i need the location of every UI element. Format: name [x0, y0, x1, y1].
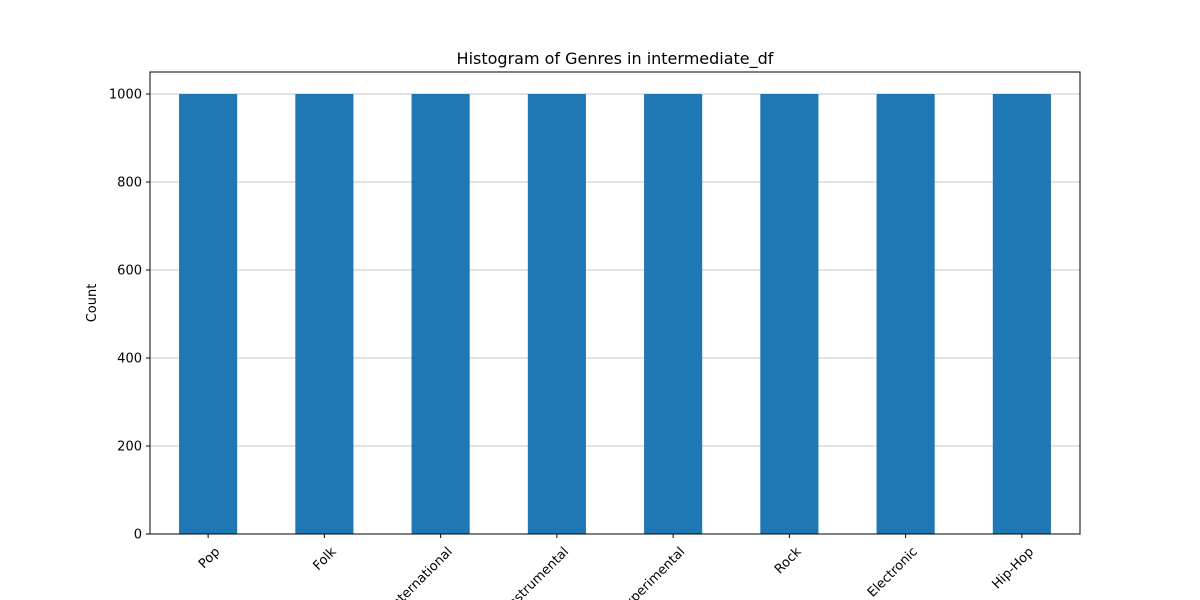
x-tick-label: Electronic	[865, 545, 921, 600]
x-tick-label: Pop	[196, 545, 223, 572]
grid-lines	[150, 93, 1080, 447]
y-axis-label: Count	[85, 284, 100, 323]
y-tick-label: 400	[117, 352, 142, 367]
x-tick-label: Experimental	[616, 545, 688, 600]
bar-rock	[760, 94, 819, 534]
x-ticks: Pop Folk International Instrumental Experime…	[196, 534, 1037, 600]
bar-hip-hop	[992, 94, 1051, 534]
y-tick-label: 800	[117, 176, 142, 191]
bar-electronic	[876, 94, 935, 534]
y-tick-label: 0	[134, 528, 142, 543]
x-tick-label: Folk	[310, 544, 339, 573]
bar-instrumental	[527, 94, 586, 534]
bar-experimental	[644, 94, 703, 534]
y-ticks: 0 200 400 600 800 1000	[109, 88, 150, 543]
plot-frame	[149, 71, 1081, 535]
bar-international	[411, 94, 470, 534]
y-tick-label: 1000	[109, 88, 142, 103]
y-tick-label: 200	[117, 440, 142, 455]
bars	[179, 94, 1051, 534]
bar-folk	[295, 94, 354, 534]
x-tick-label: Hip-Hop	[989, 545, 1037, 593]
x-tick-label: Rock	[772, 544, 805, 577]
x-tick-label: Instrumental	[503, 545, 572, 600]
bar-pop	[179, 94, 238, 534]
y-tick-label: 600	[117, 264, 142, 279]
x-tick-label: International	[387, 545, 456, 600]
chart-title: Histogram of Genres in intermediate_df	[457, 49, 774, 69]
